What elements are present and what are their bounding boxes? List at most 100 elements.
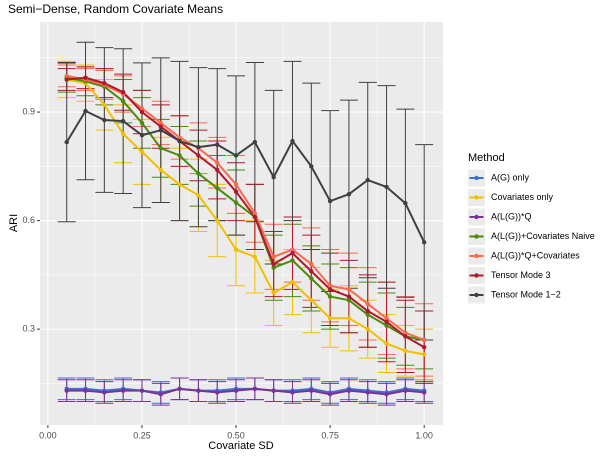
point [327, 294, 333, 299]
point [327, 392, 333, 397]
point [421, 240, 427, 245]
point [403, 201, 408, 206]
point [290, 250, 295, 256]
point [120, 388, 126, 393]
point [365, 301, 370, 307]
legend-label: A(L(G))+Covariates Naive [491, 231, 595, 241]
point [83, 388, 88, 393]
point [102, 102, 107, 108]
point [177, 138, 182, 144]
point [290, 247, 295, 252]
point [403, 388, 408, 393]
x-tick-label: 0.75 [321, 430, 339, 440]
point [139, 149, 145, 155]
point [120, 131, 126, 136]
point [120, 99, 126, 104]
point [196, 153, 201, 158]
x-tick-label: 0.50 [227, 430, 245, 440]
point [290, 390, 295, 395]
point [196, 193, 201, 198]
point [120, 89, 126, 95]
legend-key-point [474, 195, 479, 200]
point [290, 138, 295, 144]
legend-label: Covariates only [491, 192, 554, 202]
legend-label: A(L(G))*Q [491, 211, 532, 221]
point [196, 388, 201, 393]
point [177, 386, 182, 392]
point [346, 388, 352, 393]
point [120, 118, 126, 124]
point [102, 117, 107, 123]
point [158, 392, 163, 397]
point [158, 167, 163, 173]
y-axis-label: ARI [8, 214, 20, 232]
point [384, 323, 389, 328]
legend-label: A(L(G))*Q+Covariates [491, 250, 580, 260]
series-line [66, 76, 425, 341]
point [252, 139, 258, 145]
x-axis-label: Covariate SD [208, 440, 273, 452]
point [196, 171, 201, 176]
legend-key-point [474, 253, 479, 259]
point [139, 106, 145, 111]
point [346, 297, 352, 303]
y-tick-label: 0.6 [22, 215, 35, 225]
y-tick-label: 0.9 [22, 106, 35, 116]
series-line [66, 76, 425, 349]
point [309, 261, 314, 267]
point [421, 352, 427, 357]
point [215, 185, 220, 191]
point [309, 276, 314, 281]
point [252, 211, 258, 216]
point [346, 316, 352, 321]
point [271, 265, 276, 270]
chart-title: Semi−Dense, Random Covariate Means [8, 2, 223, 16]
point [421, 390, 427, 395]
legend-title: Method [468, 152, 505, 164]
point [233, 247, 239, 252]
lines [65, 74, 426, 396]
point [271, 290, 276, 296]
point [252, 254, 258, 259]
point [346, 191, 352, 197]
point [64, 73, 69, 79]
legend-label: Tensor Mode 3 [491, 270, 551, 280]
point [271, 388, 276, 393]
point [309, 297, 314, 303]
point [384, 319, 389, 325]
legend: A(G) only Covariates only A(L(G))*Q A(L(G))… [468, 169, 595, 304]
point [177, 182, 182, 187]
point [403, 348, 408, 354]
point [158, 146, 163, 151]
point [346, 287, 352, 292]
point [102, 80, 107, 86]
point [233, 200, 239, 205]
x-tick-label: 0.00 [39, 430, 57, 440]
point [384, 316, 389, 321]
point [64, 77, 69, 82]
point [158, 127, 163, 133]
point [83, 108, 88, 114]
point [290, 258, 295, 263]
series-line [66, 78, 425, 356]
point [365, 312, 370, 317]
point [384, 184, 389, 190]
point [215, 218, 220, 223]
point [233, 182, 239, 187]
legend-key-point [474, 273, 479, 278]
legend-key-point [474, 175, 479, 181]
legend-label: A(G) only [491, 172, 530, 182]
legend-key-point [474, 234, 479, 239]
x-tick-label: 1.00 [415, 430, 433, 440]
point [233, 153, 239, 158]
point [196, 144, 201, 150]
point [365, 390, 370, 395]
point [139, 388, 145, 393]
point [139, 120, 145, 126]
point [327, 287, 333, 292]
point [271, 254, 276, 259]
x-tick-label: 0.25 [133, 430, 151, 440]
point [177, 135, 182, 140]
point [64, 388, 69, 393]
